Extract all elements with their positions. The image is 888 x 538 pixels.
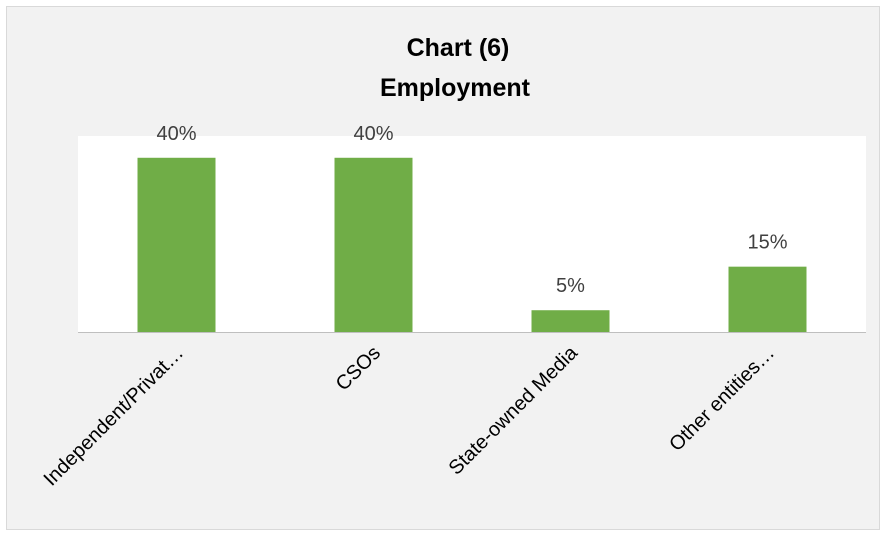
data-label-1: 40% (156, 123, 196, 145)
chart-title: Chart (6) (407, 34, 510, 62)
bar-1 (137, 157, 216, 332)
data-label-4: 15% (747, 232, 787, 254)
data-label-3: 5% (556, 275, 585, 297)
data-label-2: 40% (353, 123, 393, 145)
bar-2 (334, 157, 413, 332)
bar-4 (728, 266, 807, 332)
bar-3 (531, 310, 610, 332)
data-labels-group: 40% 40% 5% 15% (156, 123, 787, 297)
bars-group (137, 157, 807, 332)
chart-subtitle: Employment (380, 74, 531, 102)
